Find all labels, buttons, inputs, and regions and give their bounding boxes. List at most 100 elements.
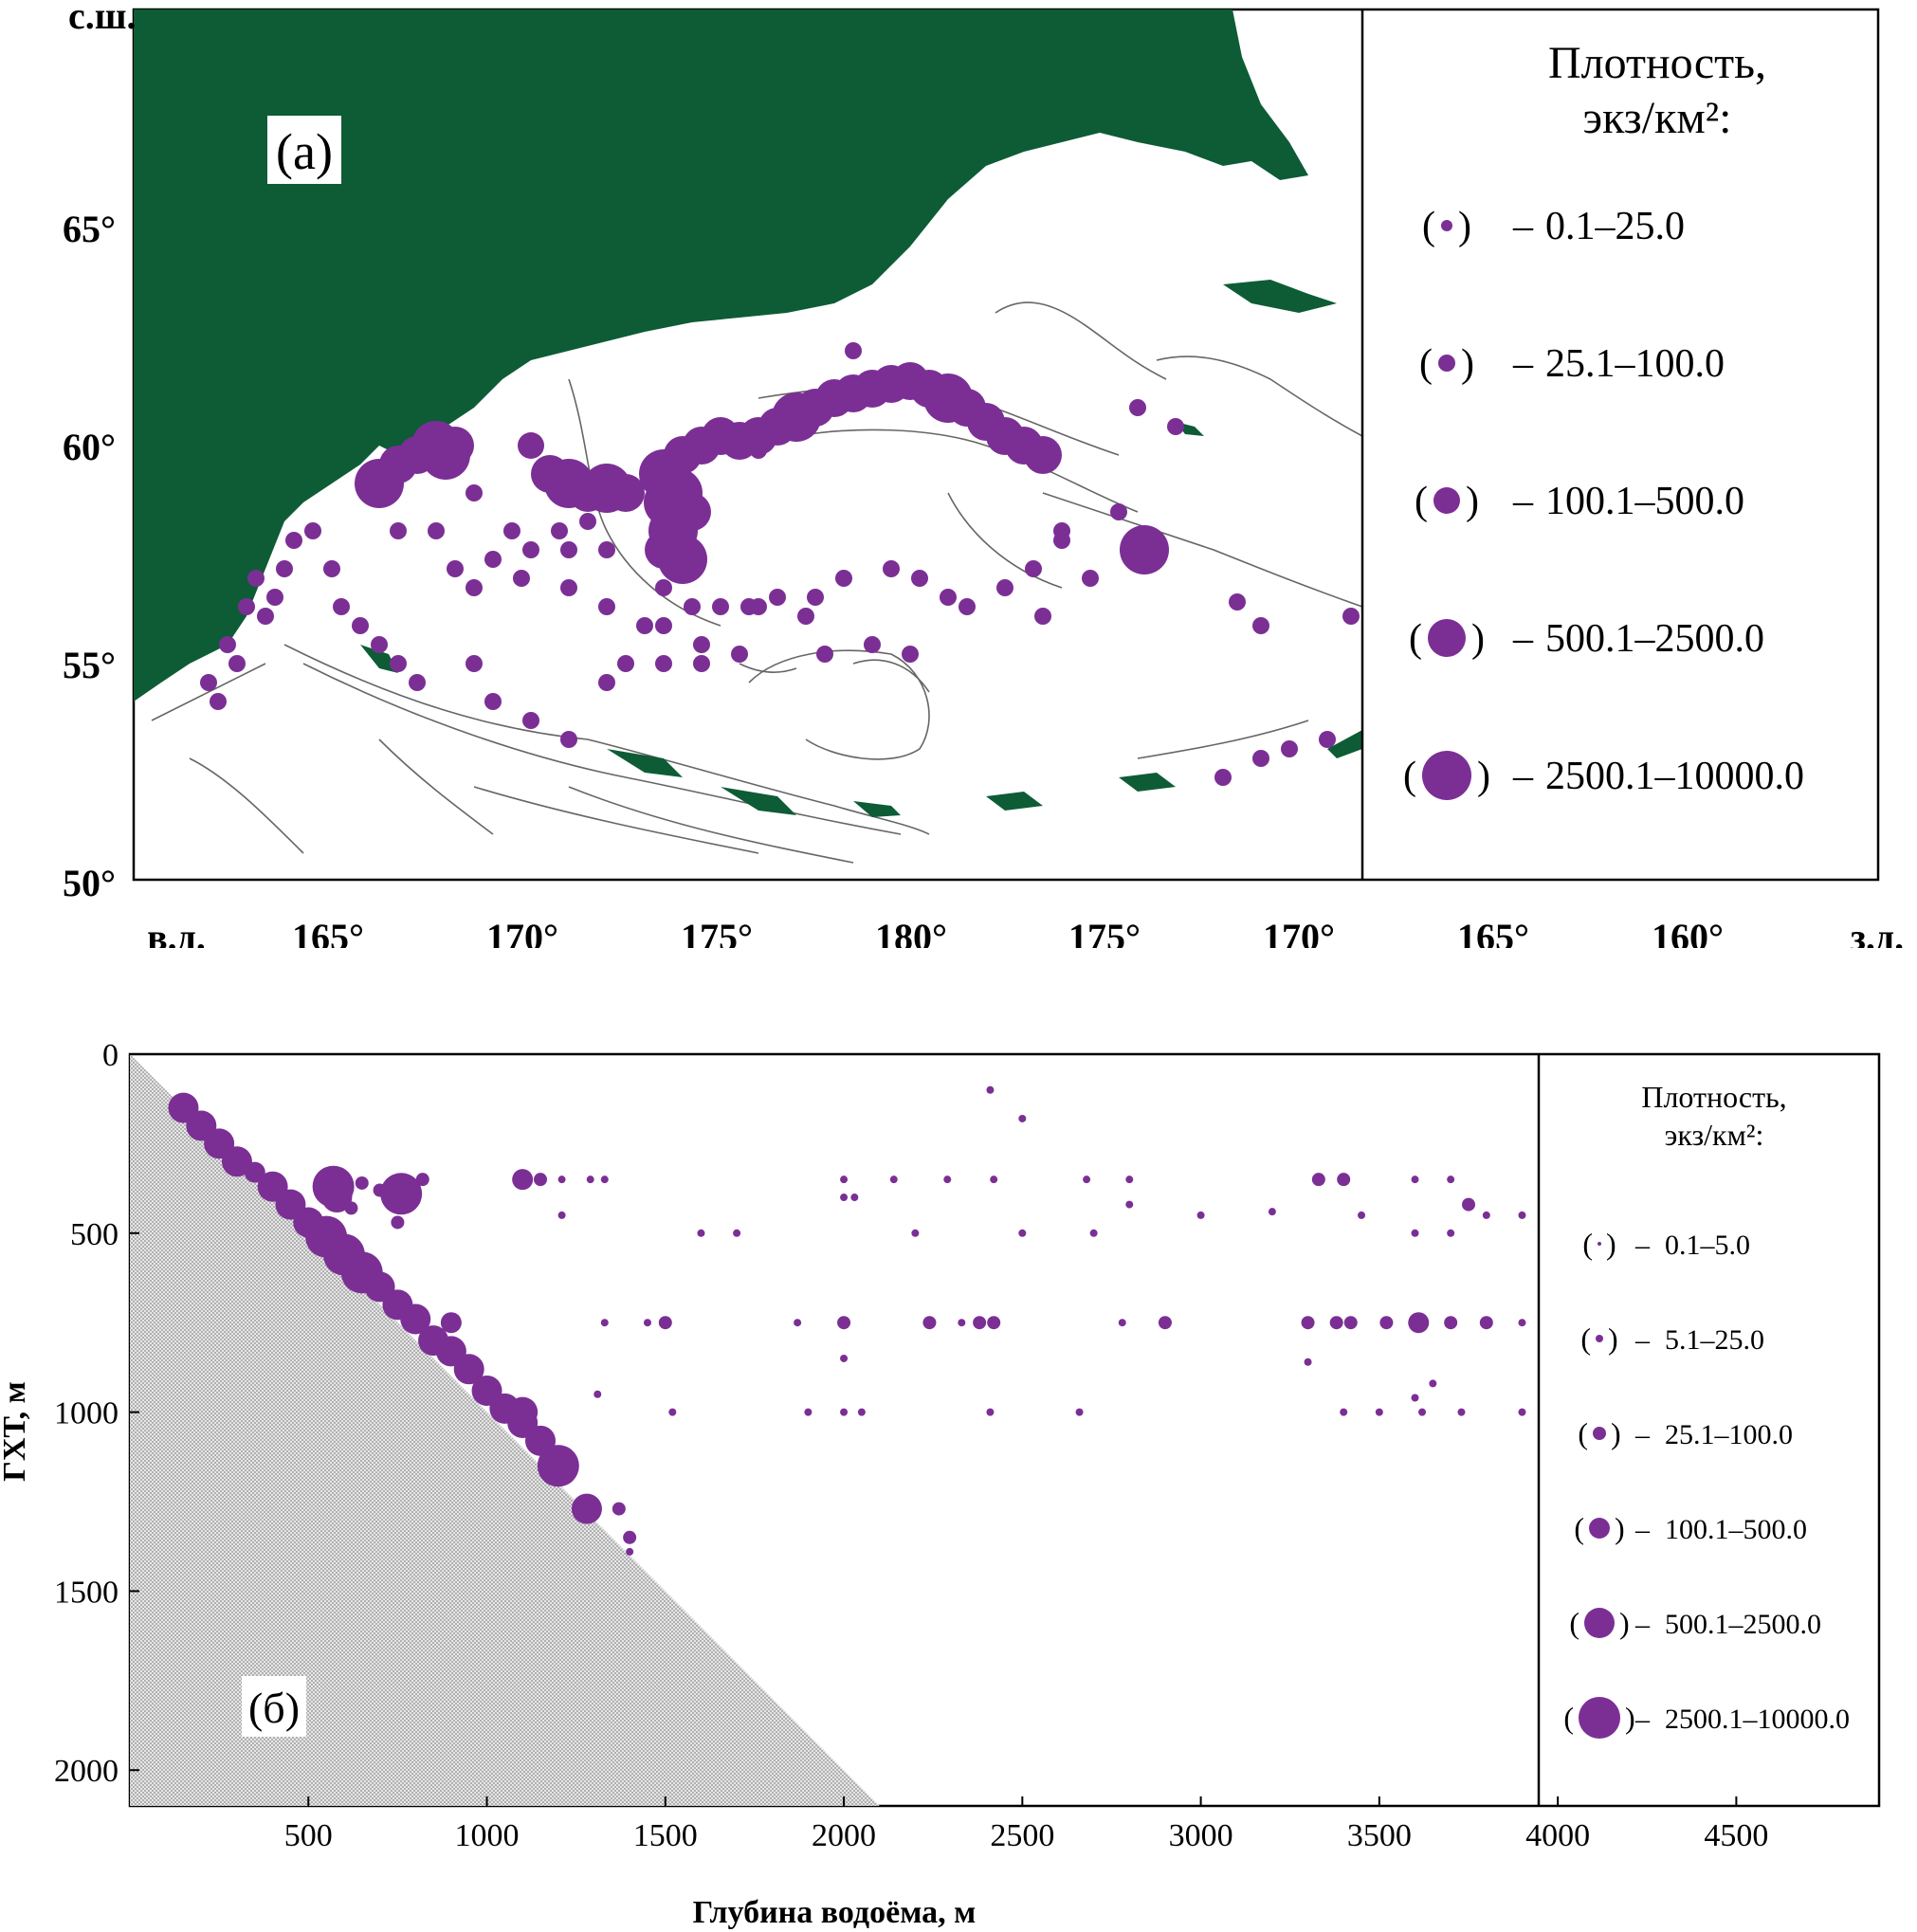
legend-b-item-0: () –0.1–5.0 — [1582, 1227, 1750, 1261]
lat-tick-60: 60° — [63, 426, 116, 468]
data-point-3 — [221, 1146, 252, 1177]
tag-b-label: (б) — [248, 1684, 300, 1732]
map-point-121 — [210, 693, 227, 710]
legend-a-close-1: ) — [1461, 342, 1474, 386]
data-point-97 — [1518, 1211, 1526, 1219]
panel-a-map: (а) с.ш. 65° 60° 55° 50° в.д. 165° 170° … — [63, 0, 1904, 948]
y-tick-label-3: 1500 — [54, 1575, 119, 1610]
legend-b-close-0: ) — [1606, 1227, 1616, 1261]
data-point-53 — [1083, 1176, 1091, 1184]
data-point-85 — [1075, 1408, 1084, 1416]
data-point-46 — [668, 1408, 677, 1416]
legend-a-open-1: ( — [1419, 342, 1433, 386]
map-point-107 — [257, 608, 274, 625]
map-point-105 — [276, 560, 293, 577]
map-point-39 — [750, 442, 767, 459]
data-point-62 — [1089, 1229, 1098, 1237]
data-point-71 — [1158, 1316, 1172, 1330]
legend-a-dash-4: – — [1512, 755, 1534, 798]
data-point-98 — [1411, 1229, 1419, 1237]
map-point-87 — [522, 541, 539, 558]
map-point-114 — [390, 655, 407, 672]
map-point-81 — [816, 646, 833, 663]
legend-b-open-3: ( — [1574, 1511, 1584, 1545]
chart-tag-b: (б) — [242, 1676, 306, 1737]
data-point-55 — [1125, 1200, 1134, 1209]
lon-tick-2: 175° — [681, 916, 753, 948]
map-point-109 — [304, 522, 321, 539]
legend-b-close-3: ) — [1615, 1511, 1625, 1545]
map-point-51 — [1229, 593, 1246, 611]
legend-a-close-4: ) — [1477, 755, 1490, 798]
legend-b-dash-1: – — [1634, 1324, 1651, 1356]
data-point-56 — [840, 1194, 849, 1202]
map-point-106 — [266, 589, 283, 606]
map-point-41 — [1025, 447, 1042, 464]
legend-b-symbol-5 — [1579, 1697, 1620, 1739]
data-point-95 — [1461, 1197, 1475, 1212]
legend-a-title-2: экз/км²: — [1582, 93, 1731, 143]
map-point-91 — [466, 655, 483, 672]
map-point-56 — [513, 570, 530, 587]
map-point-85 — [428, 522, 445, 539]
map-point-77 — [655, 617, 672, 634]
legend-a-open-3: ( — [1409, 617, 1422, 661]
data-point-22 — [507, 1396, 539, 1428]
legend-a-dash-0: – — [1512, 205, 1534, 248]
legend-a-item-1: () –25.1–100.0 — [1419, 342, 1725, 386]
map-point-57 — [560, 541, 577, 558]
legend-b-open-5: ( — [1563, 1701, 1574, 1735]
tag-a-label: (а) — [276, 123, 333, 180]
legend-a-dash-1: – — [1512, 342, 1534, 386]
data-point-75 — [1379, 1316, 1394, 1330]
data-point-84 — [986, 1408, 995, 1416]
y-tick-label-4: 2000 — [54, 1754, 119, 1789]
data-point-78 — [1479, 1316, 1493, 1330]
map-point-71 — [996, 579, 1013, 596]
data-point-63 — [1196, 1211, 1205, 1219]
data-point-41 — [557, 1211, 566, 1219]
data-point-73 — [1329, 1316, 1343, 1330]
legend-b-text-5: 2500.1–10000.0 — [1665, 1704, 1850, 1735]
lon-tick-0: 165° — [292, 916, 364, 948]
map-point-52 — [1252, 617, 1269, 634]
map-point-96 — [617, 655, 634, 672]
data-point-89 — [1457, 1408, 1466, 1416]
x-axis-label: Глубина водоёма, м — [693, 1895, 977, 1930]
data-point-61 — [1018, 1229, 1027, 1237]
map-point-83 — [902, 646, 919, 663]
legend-b-open-4: ( — [1569, 1606, 1579, 1640]
legend-b-item-5: () –2500.1–10000.0 — [1563, 1697, 1850, 1739]
data-point-102 — [1411, 1394, 1419, 1402]
map-tag-a: (а) — [267, 116, 341, 184]
map-point-62 — [712, 598, 729, 615]
legend-a-dash-2: – — [1512, 480, 1534, 523]
x-tick-label-0: 500 — [284, 1818, 333, 1853]
land-chukotka-kamchatka — [134, 9, 1308, 702]
data-point-24 — [623, 1530, 637, 1544]
map-point-36 — [645, 531, 683, 569]
legend-b-dash-3: – — [1634, 1514, 1651, 1545]
legend-b-item-4: () –500.1–2500.0 — [1569, 1606, 1821, 1640]
map-point-112 — [352, 617, 369, 634]
data-point-36 — [512, 1169, 534, 1191]
legend-b-symbol-2 — [1593, 1427, 1606, 1440]
map-point-40 — [845, 342, 862, 359]
map-point-76 — [598, 541, 615, 558]
legend-b-symbol-4 — [1584, 1608, 1615, 1638]
data-point-67 — [958, 1319, 966, 1327]
legend-a-open-2: ( — [1415, 480, 1428, 523]
map-point-92 — [484, 693, 502, 710]
legend-b-dash-5: – — [1634, 1704, 1651, 1735]
map-point-119 — [247, 570, 265, 587]
x-tick-label-5: 3000 — [1169, 1818, 1233, 1853]
map-point-75 — [551, 522, 568, 539]
map-point-86 — [466, 484, 483, 501]
map-point-104 — [1342, 608, 1360, 625]
data-point-72 — [1301, 1316, 1315, 1330]
legend-b-title-1: Плотность, — [1641, 1080, 1786, 1114]
legend-a-symbol-0 — [1441, 220, 1452, 231]
data-point-100 — [1358, 1211, 1366, 1219]
map-point-55 — [484, 551, 502, 568]
